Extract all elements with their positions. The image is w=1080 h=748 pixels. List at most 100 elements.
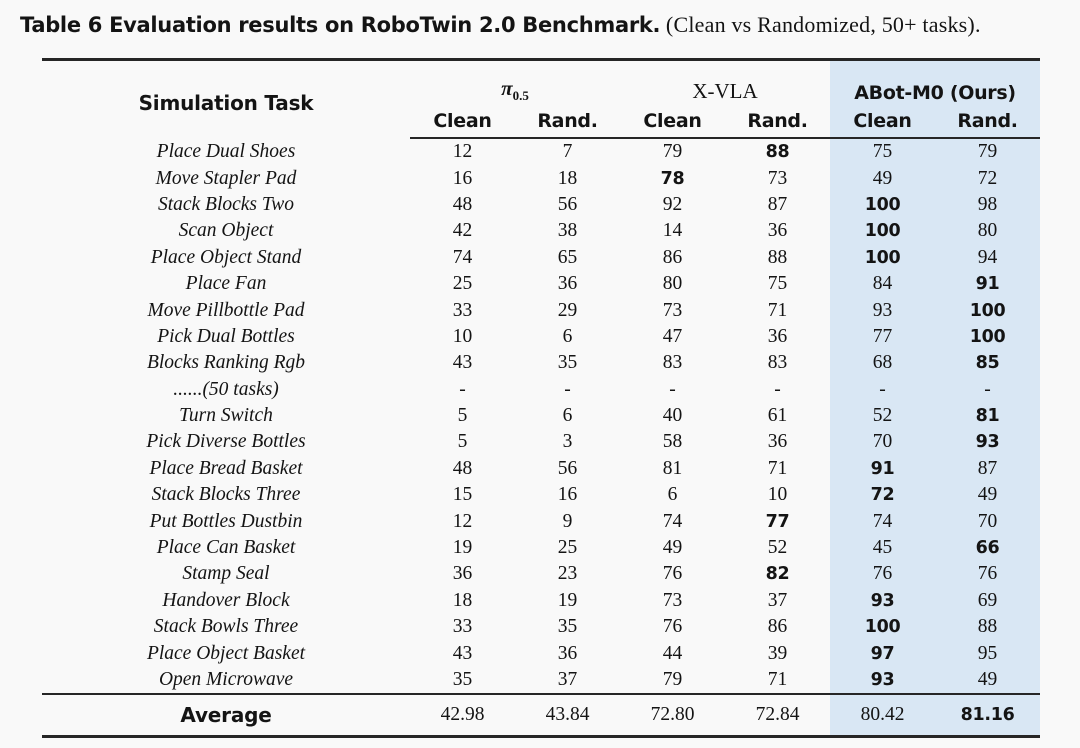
value-cell: 6 <box>562 405 573 427</box>
average-value: 43.84 <box>515 693 620 739</box>
value-cell: 36 <box>452 563 473 585</box>
value-cell: 84 <box>830 270 936 298</box>
value-cell: - <box>669 378 676 400</box>
value-cell: 93 <box>830 297 936 324</box>
value-cell: 75 <box>767 273 788 295</box>
task-cell: Turn Switch <box>179 405 273 427</box>
value-cell: 58 <box>662 431 683 453</box>
task-cell: Stamp Seal <box>182 563 270 585</box>
task-cell: Place Dual Shoes <box>156 140 296 162</box>
value-cell: - <box>935 376 1041 403</box>
value-cell: 76 <box>662 563 683 585</box>
task-cell: Place Object Stand <box>150 246 302 268</box>
column-group-abot-m0: ABot-M0 (Ours) <box>830 58 1041 104</box>
value-cell: 66 <box>935 534 1041 562</box>
table-row: Place Bread Basket 48 56 81 71 91 87 <box>42 455 1041 483</box>
value-cell: 95 <box>935 640 1041 667</box>
value-cell: 83 <box>767 352 788 374</box>
value-cell: 100 <box>830 218 936 245</box>
value-cell: 79 <box>662 669 683 690</box>
table-body: Place Dual Shoes 12 7 79 88 75 79 Move S… <box>42 138 1041 695</box>
value-cell: 100 <box>830 244 936 271</box>
value-cell: 85 <box>935 350 1041 377</box>
value-cell: 88 <box>935 614 1041 641</box>
value-cell: 78 <box>660 168 685 189</box>
value-cell: 36 <box>767 220 788 242</box>
value-cell: 19 <box>557 589 578 611</box>
value-cell: 36 <box>767 431 788 453</box>
table-row: Place Dual Shoes 12 7 79 88 75 79 <box>42 138 1041 166</box>
value-cell: 74 <box>662 510 683 532</box>
task-cell: Pick Dual Bottles <box>157 325 295 347</box>
value-cell: 72 <box>935 165 1041 192</box>
task-cell: Place Object Basket <box>146 642 306 664</box>
column-header-abot-clean: Clean <box>830 104 936 139</box>
table-row: Open Microwave 35 37 79 71 93 49 <box>42 666 1041 695</box>
value-cell: 40 <box>662 405 683 427</box>
value-cell: 69 <box>935 587 1041 615</box>
group-header-row: Simulation Task π0.5 X-VLA ABot-M0 (Ours… <box>42 58 1041 138</box>
value-cell: 91 <box>830 455 936 483</box>
average-value: 72.84 <box>725 693 831 739</box>
column-header-abot-rand: Rand. <box>935 104 1041 139</box>
value-cell: 52 <box>830 402 936 430</box>
value-cell: 52 <box>767 537 788 559</box>
value-cell: 6 <box>562 325 573 347</box>
table-caption: Table 6 Evaluation results on RoboTwin 2… <box>20 12 981 38</box>
table-row: Put Bottles Dustbin 12 9 74 77 74 70 <box>42 508 1041 535</box>
table-row: Place Object Basket 43 36 44 39 97 95 <box>42 640 1041 667</box>
value-cell: 12 <box>452 141 473 163</box>
value-cell: 18 <box>452 589 473 611</box>
value-cell: - <box>774 378 781 400</box>
table-row: Stack Bowls Three 33 35 76 86 100 88 <box>42 614 1041 641</box>
value-cell: - <box>564 378 571 400</box>
value-cell: 74 <box>830 508 936 535</box>
value-cell: 37 <box>767 589 788 611</box>
value-cell: 5 <box>457 431 468 453</box>
task-cell: ......(50 tasks) <box>173 378 279 400</box>
table-row: Pick Diverse Bottles 5 3 58 36 70 93 <box>42 429 1041 456</box>
value-cell: 76 <box>935 561 1041 588</box>
value-cell: 42 <box>452 220 473 242</box>
value-cell: 82 <box>765 564 790 585</box>
column-header-simulation-task: Simulation Task <box>42 58 410 138</box>
table-footer: Average 42.98 43.84 72.80 72.84 80.42 81… <box>42 693 1041 739</box>
value-cell: 91 <box>935 270 1041 298</box>
value-cell: 25 <box>452 273 473 295</box>
value-cell: 88 <box>767 246 788 268</box>
column-header-pi-rand: Rand. <box>515 104 620 139</box>
value-cell: 23 <box>557 563 578 585</box>
value-cell: - <box>830 376 936 403</box>
value-cell: 16 <box>452 167 473 189</box>
value-cell: 98 <box>935 191 1041 219</box>
value-cell: 87 <box>935 455 1041 483</box>
value-cell: 19 <box>452 537 473 559</box>
value-cell: 37 <box>557 669 578 690</box>
value-cell: 79 <box>662 141 683 163</box>
value-cell: 10 <box>452 325 473 347</box>
task-cell: Place Fan <box>185 273 267 295</box>
value-cell: 33 <box>452 299 473 321</box>
value-cell: 100 <box>830 191 936 219</box>
value-cell: 29 <box>557 299 578 321</box>
table-row: Place Fan 25 36 80 75 84 91 <box>42 270 1041 298</box>
value-cell: 87 <box>767 193 788 215</box>
value-cell: 36 <box>557 273 578 295</box>
value-cell: 70 <box>935 508 1041 535</box>
task-cell: Blocks Ranking Rgb <box>146 352 306 374</box>
value-cell: 14 <box>662 220 683 242</box>
value-cell: 18 <box>557 167 578 189</box>
value-cell: 93 <box>830 587 936 615</box>
table-row: Place Object Stand 74 65 86 88 100 94 <box>42 244 1041 271</box>
value-cell: 100 <box>830 614 936 641</box>
task-cell: Move Stapler Pad <box>155 167 297 189</box>
value-cell: 94 <box>935 244 1041 271</box>
average-value: 80.42 <box>830 693 936 739</box>
value-cell: 38 <box>557 220 578 242</box>
table-row: Turn Switch 5 6 40 61 52 81 <box>42 402 1041 430</box>
value-cell: 92 <box>662 193 683 215</box>
value-cell: 43 <box>452 352 473 374</box>
table-row: Move Pillbottle Pad 33 29 73 71 93 100 <box>42 297 1041 324</box>
value-cell: 71 <box>767 457 788 479</box>
